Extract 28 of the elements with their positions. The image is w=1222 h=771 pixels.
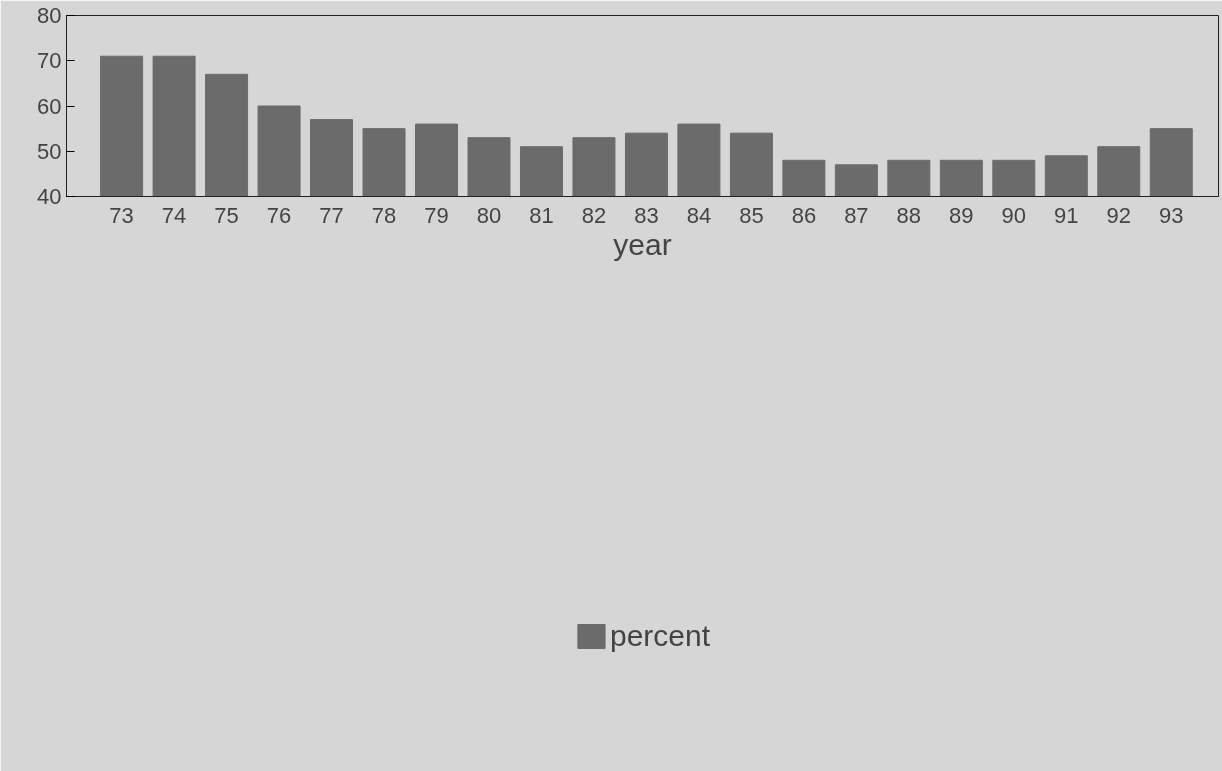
x-tick-label: 77 xyxy=(319,202,344,228)
x-axis-title: year xyxy=(613,227,672,261)
x-tick-label: 85 xyxy=(739,202,764,228)
x-tick-label: 82 xyxy=(581,202,607,228)
x-tick-label: 78 xyxy=(371,202,397,228)
x-tick-label: 86 xyxy=(791,202,817,228)
y-tick-label: 70 xyxy=(37,48,62,74)
x-tick-label: 87 xyxy=(844,202,869,228)
legend-label: percent xyxy=(609,618,711,653)
x-tick-label: 91 xyxy=(1054,202,1079,228)
y-tick-label: 60 xyxy=(37,93,62,119)
x-tick-label: 92 xyxy=(1106,202,1132,228)
y-tick-label: 50 xyxy=(37,138,62,164)
x-tick-label: 80 xyxy=(476,202,502,228)
x-tick-label: 88 xyxy=(896,202,922,228)
y-tick-label: 80 xyxy=(37,3,62,28)
x-tick-label: 89 xyxy=(949,202,974,228)
x-tick-label: 84 xyxy=(686,202,712,228)
x-tick-label: 79 xyxy=(424,202,449,228)
y-tick-label: 40 xyxy=(37,184,62,209)
x-tick-label: 90 xyxy=(1001,202,1027,228)
x-tick-label: 76 xyxy=(266,202,292,228)
x-tick-label: 73 xyxy=(109,202,134,228)
x-tick-label: 83 xyxy=(634,202,659,228)
x-tick-label: 74 xyxy=(161,202,187,228)
x-tick-label: 93 xyxy=(1159,202,1184,228)
x-tick-label: 81 xyxy=(529,202,554,228)
x-tick-label: 75 xyxy=(214,202,239,228)
